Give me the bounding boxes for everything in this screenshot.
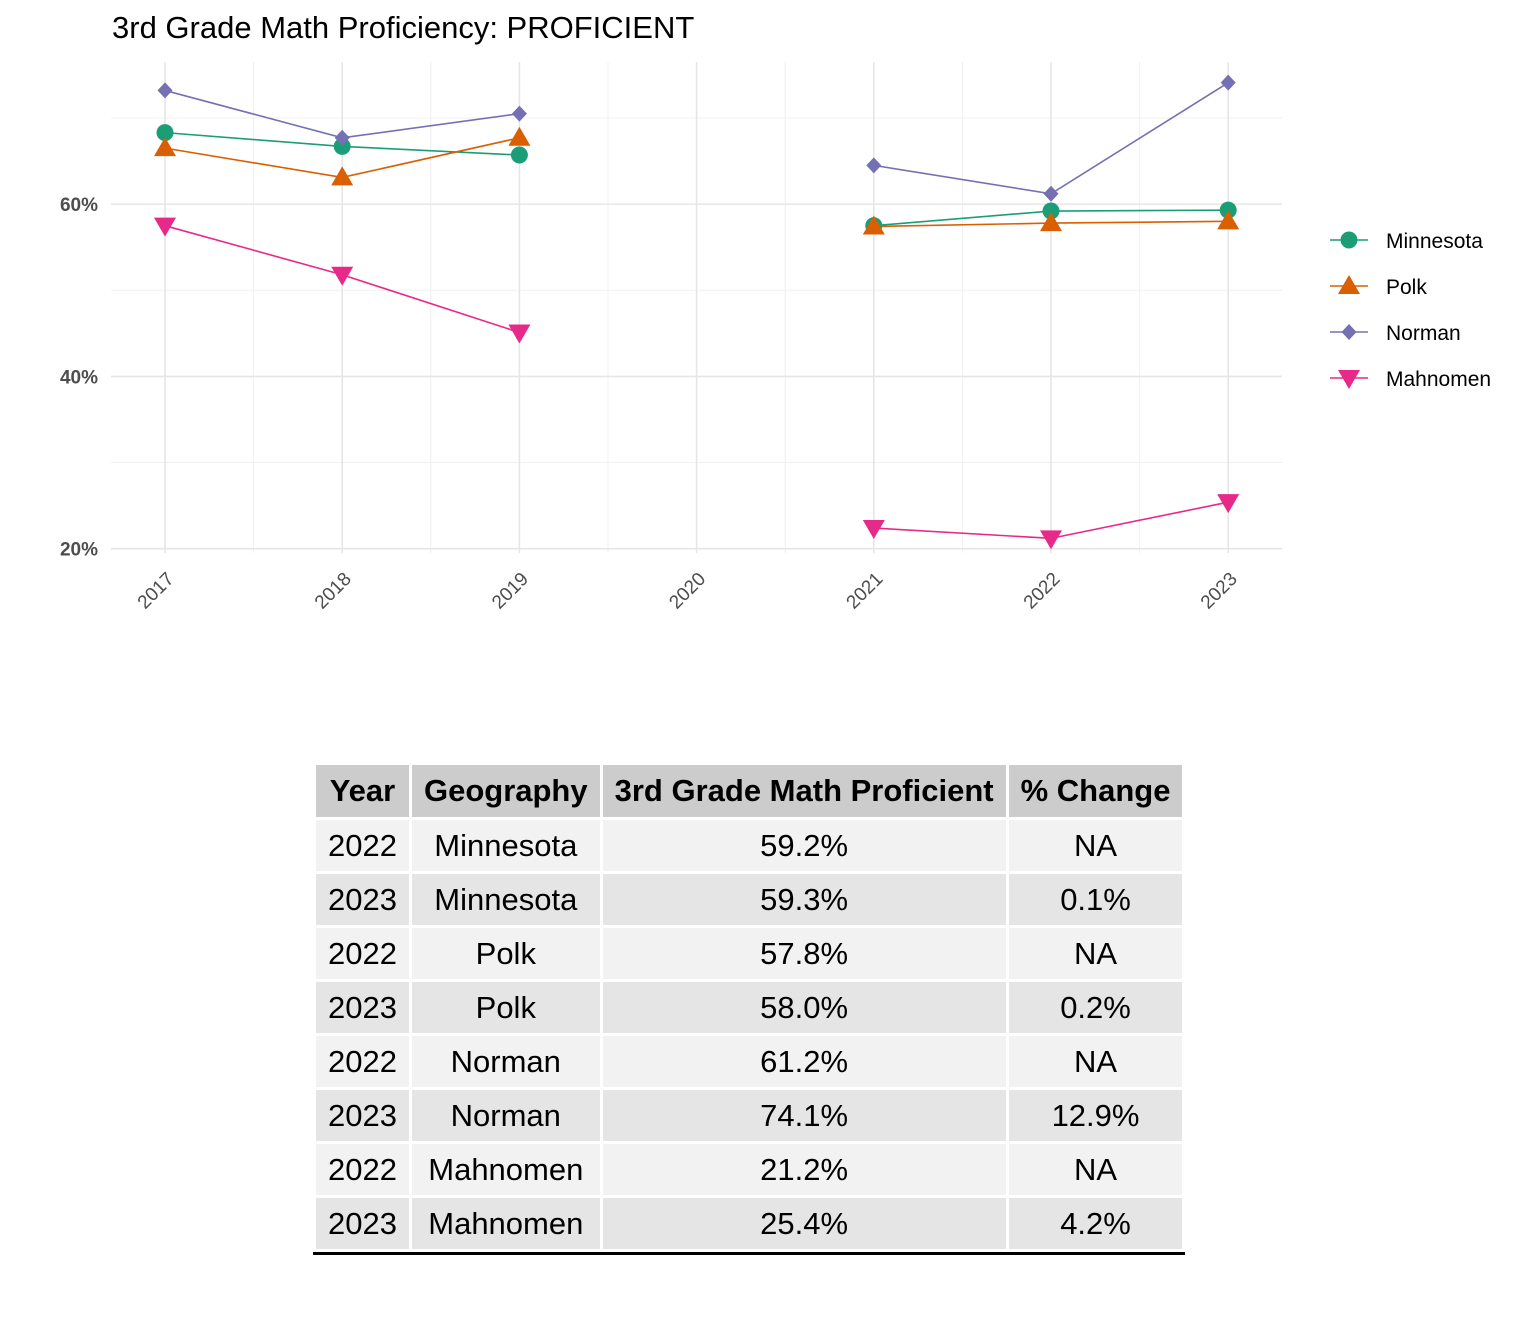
data-point-minnesota xyxy=(1042,202,1060,220)
data-point-polk xyxy=(1217,210,1240,230)
data-point-mahnomen xyxy=(1040,530,1062,550)
table-cell: 12.9% xyxy=(1008,1090,1183,1141)
table-cell: Minnesota xyxy=(411,874,600,925)
data-point-minnesota xyxy=(510,146,528,164)
table-cell: 2022 xyxy=(316,928,409,979)
table-cell: NA xyxy=(1008,928,1183,979)
x-tick-label: 2018 xyxy=(311,569,356,614)
table-cell: 61.2% xyxy=(602,1036,1006,1087)
table-header-row: Year Geography 3rd Grade Math Proficient% … xyxy=(316,765,1183,817)
data-point-mahnomen xyxy=(862,520,885,540)
x-tick-label: 2020 xyxy=(665,569,710,614)
y-tick-label: 20% xyxy=(60,540,98,561)
series-points xyxy=(154,74,1240,550)
x-tick-label: 2021 xyxy=(843,569,888,614)
table-header-cell: 3rd Grade Math Proficient xyxy=(602,765,1006,817)
table-cell: 2022 xyxy=(316,820,409,871)
legend-label-norman: Norman xyxy=(1386,322,1461,345)
table-cell: 4.2% xyxy=(1008,1198,1183,1249)
legend-marker-polk xyxy=(1338,275,1360,294)
table-cell: Polk xyxy=(411,982,600,1033)
table-cell: 25.4% xyxy=(602,1198,1006,1249)
data-point-norman xyxy=(866,157,882,174)
data-point-polk xyxy=(154,137,176,157)
data-point-minnesota xyxy=(333,137,351,155)
table-cell: 2022 xyxy=(316,1144,409,1195)
chart-title: 3rd Grade Math Proficiency: PROFICIENT xyxy=(112,10,695,45)
table-cell: NA xyxy=(1008,1144,1183,1195)
legend-label-minnesota: Minnesota xyxy=(1386,230,1483,253)
data-point-polk xyxy=(331,166,354,186)
table-cell: Minnesota xyxy=(411,820,600,871)
x-axis-ticks: 2017 2018 2019 2020 2021 2022 2023 xyxy=(134,569,1242,614)
legend-marker-minnesota xyxy=(1340,231,1358,249)
legend-label-polk: Polk xyxy=(1386,276,1427,299)
legend-marker-mahnomen xyxy=(1338,370,1360,389)
table-cell: 57.8% xyxy=(602,928,1006,979)
table-cell: NA xyxy=(1008,820,1183,871)
table-row: 2023 Mahnomen 25.4% 4.2% xyxy=(316,1198,1183,1249)
table-cell: 58.0% xyxy=(602,982,1006,1033)
legend: Minnesota Polk Norman Mahnomen xyxy=(1330,230,1491,391)
legend-marker-norman xyxy=(1341,324,1357,340)
table-cell: Norman xyxy=(411,1036,600,1087)
table-cell: 2023 xyxy=(316,1198,409,1249)
data-point-polk xyxy=(862,215,885,235)
data-point-mahnomen xyxy=(508,324,531,344)
table-cell: 0.2% xyxy=(1008,982,1183,1033)
y-tick-label: 40% xyxy=(60,367,98,388)
data-point-norman xyxy=(511,105,527,122)
table-row: 2022 Minnesota 59.2% NA xyxy=(316,820,1183,871)
data-point-mahnomen xyxy=(1217,494,1240,514)
table-cell: Mahnomen xyxy=(411,1198,600,1249)
data-point-minnesota xyxy=(1219,201,1237,219)
table-cell: 2023 xyxy=(316,874,409,925)
data-point-polk xyxy=(1040,212,1062,232)
table-cell: 2023 xyxy=(316,982,409,1033)
data-table: Year Geography 3rd Grade Math Proficient% … xyxy=(313,762,1186,1255)
table-cell: NA xyxy=(1008,1036,1183,1087)
data-point-norman xyxy=(1220,74,1236,91)
x-tick-label: 2019 xyxy=(488,569,533,614)
table-header-cell: % Change xyxy=(1008,765,1183,817)
y-tick-label: 60% xyxy=(60,195,98,216)
table-cell: 2022 xyxy=(316,1036,409,1087)
x-tick-label: 2022 xyxy=(1020,569,1065,614)
table-cell: 2023 xyxy=(316,1090,409,1141)
line-chart: 20% 40% 60% 2017 2018 2019 2020 2021 2022 2023 M… xyxy=(60,62,1491,614)
data-point-mahnomen xyxy=(154,217,176,237)
data-point-minnesota xyxy=(156,124,174,142)
data-point-mahnomen xyxy=(331,266,354,286)
table-cell: 74.1% xyxy=(602,1090,1006,1141)
x-tick-label: 2017 xyxy=(134,569,179,614)
data-point-polk xyxy=(508,126,531,146)
x-tick-label: 2023 xyxy=(1197,569,1242,614)
table-row: 2022 Mahnomen 21.2% NA xyxy=(316,1144,1183,1195)
table-cell: 59.2% xyxy=(602,820,1006,871)
table-cell: 21.2% xyxy=(602,1144,1006,1195)
table-row: 2022 Norman 61.2% NA xyxy=(316,1036,1183,1087)
table-row: 2023 Minnesota 59.3% 0.1% xyxy=(316,874,1183,925)
data-point-norman xyxy=(157,82,173,99)
table-cell: Norman xyxy=(411,1090,600,1141)
table-row: 2022 Polk 57.8% NA xyxy=(316,928,1183,979)
table-cell: Polk xyxy=(411,928,600,979)
legend-label-mahnomen: Mahnomen xyxy=(1386,368,1491,391)
table-row: 2023 Norman 74.1% 12.9% xyxy=(316,1090,1183,1141)
data-point-norman xyxy=(1043,185,1059,202)
table-cell: 59.3% xyxy=(602,874,1006,925)
table-header-cell: Year xyxy=(316,765,409,817)
table-body: 2022 Minnesota 59.2% NA 2023 Minnesota 59.3% 0.… xyxy=(316,820,1183,1249)
table-cell: 0.1% xyxy=(1008,874,1183,925)
data-point-norman xyxy=(334,129,350,146)
table-row: 2023 Polk 58.0% 0.2% xyxy=(316,982,1183,1033)
table-header-cell: Geography xyxy=(411,765,600,817)
grid-layer xyxy=(111,62,1282,553)
table-cell: Mahnomen xyxy=(411,1144,600,1195)
y-axis-ticks: 20% 40% 60% xyxy=(60,195,98,561)
